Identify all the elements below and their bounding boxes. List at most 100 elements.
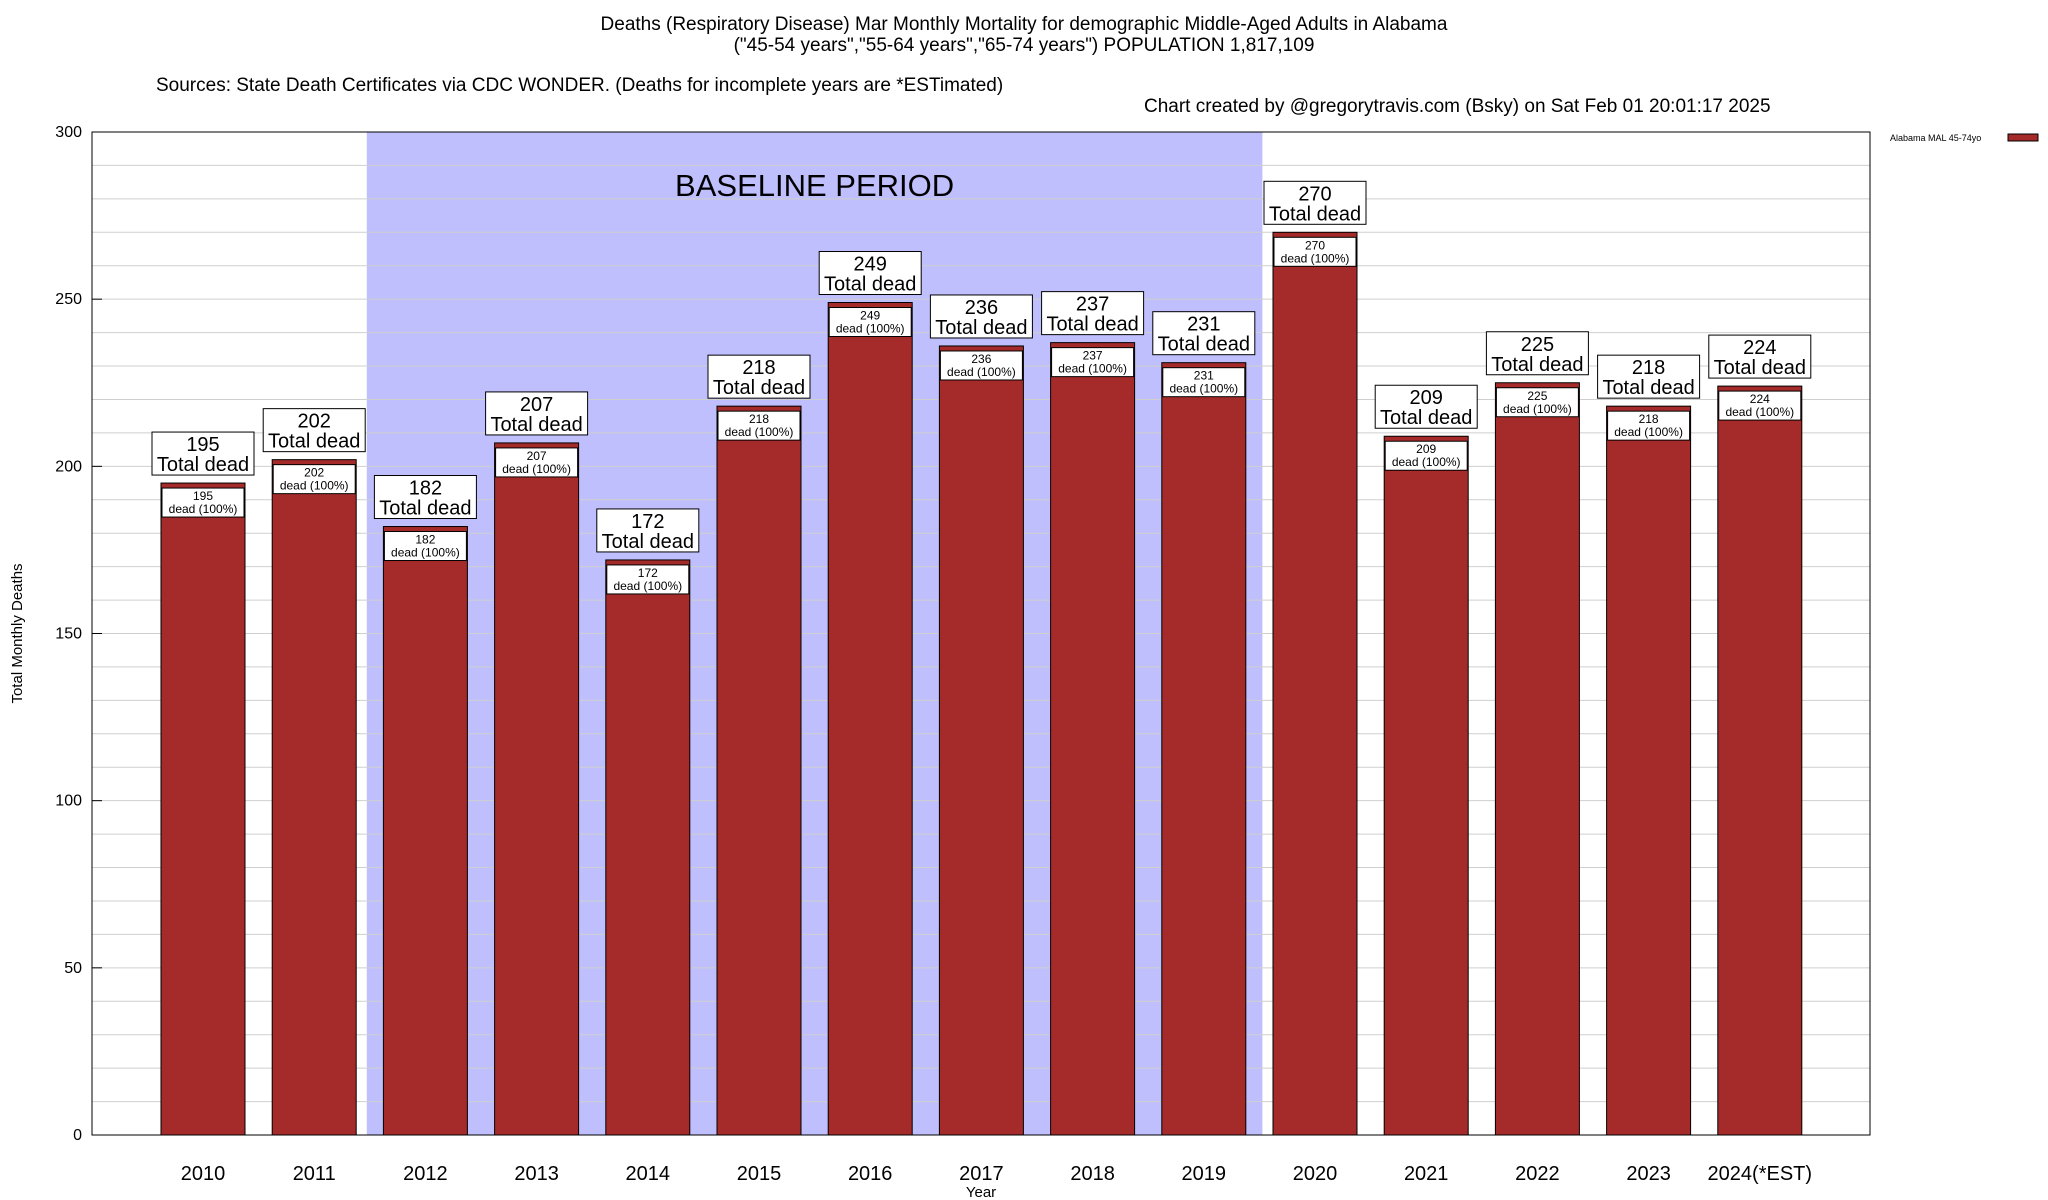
top-label-suffix: Total dead — [1602, 377, 1694, 399]
x-tick-label: 2024(*EST) — [1708, 1163, 1813, 1185]
y-tick-label: 300 — [55, 124, 82, 141]
x-tick-label: 2022 — [1515, 1163, 1560, 1185]
top-label-value: 195 — [186, 434, 219, 456]
chart-title: Deaths (Respiratory Disease) Mar Monthly… — [600, 14, 1448, 35]
top-label-suffix: Total dead — [824, 274, 916, 296]
bars-layer — [160, 231, 1803, 1136]
inner-label-box — [495, 447, 579, 478]
top-label-value: 225 — [1521, 334, 1554, 356]
inner-label-value: 249 — [860, 309, 880, 323]
x-tick-label: 2018 — [1070, 1163, 1115, 1185]
bar — [1161, 362, 1247, 1136]
bar — [1383, 435, 1469, 1136]
top-label-suffix: Total dead — [602, 531, 694, 553]
x-tick-label: 2019 — [1182, 1163, 1227, 1185]
x-tick-label: 2015 — [737, 1163, 782, 1185]
inner-label-box — [272, 464, 356, 495]
top-label-box — [707, 354, 811, 399]
top-label-box — [1374, 384, 1478, 429]
inner-label-value: 231 — [1194, 369, 1214, 383]
top-label-value: 209 — [1410, 387, 1443, 409]
top-label-value: 218 — [742, 357, 775, 379]
inner-label-suffix: dead (100%) — [502, 462, 571, 476]
top-label-value: 237 — [1076, 294, 1109, 316]
inner-label-box — [1607, 410, 1691, 441]
inner-label-suffix: dead (100%) — [280, 479, 349, 493]
bar — [382, 526, 468, 1136]
top-label-value: 249 — [854, 254, 887, 276]
legend-swatch — [2007, 133, 2039, 142]
top-label-suffix: Total dead — [268, 431, 360, 453]
bar — [160, 482, 246, 1136]
bar — [716, 405, 802, 1136]
baseline-label: BASELINE PERIOD — [675, 168, 954, 203]
top-label-suffix: Total dead — [490, 414, 582, 436]
x-tick-label: 2011 — [293, 1163, 336, 1185]
inner-label-suffix: dead (100%) — [391, 546, 460, 560]
inner-label-value: 202 — [304, 466, 324, 480]
top-label-box — [151, 431, 255, 476]
inner-label-value: 207 — [527, 449, 547, 463]
top-label-suffix: Total dead — [1380, 407, 1472, 429]
top-label-suffix: Total dead — [1714, 357, 1806, 379]
inner-label-suffix: dead (100%) — [613, 579, 682, 593]
top-label-box — [262, 408, 366, 453]
inner-label-value: 236 — [971, 352, 991, 366]
inner-label-value: 172 — [638, 566, 658, 580]
axis-layer: 0 50 100 150 200 250 300 Total Monthly Deaths Ye… — [9, 124, 1812, 1200]
bar — [605, 559, 691, 1136]
top-label-value: 224 — [1743, 337, 1776, 359]
inner-label-suffix: dead (100%) — [1503, 402, 1572, 416]
top-label-suffix: Total dead — [1046, 314, 1138, 336]
top-label-box — [485, 391, 589, 436]
top-label-box — [929, 294, 1033, 339]
inner-label-box — [383, 531, 467, 562]
top-label-value: 172 — [631, 511, 664, 533]
y-tick-label: 50 — [64, 960, 82, 977]
bar — [494, 442, 580, 1136]
inner-label-box — [1718, 390, 1802, 421]
top-label-box — [818, 251, 922, 296]
top-label-value: 270 — [1298, 183, 1331, 205]
inner-label-suffix: dead (100%) — [1392, 455, 1461, 469]
top-label-value: 236 — [965, 297, 998, 319]
x-tick-label: 2012 — [403, 1163, 448, 1185]
inner-label-box — [1273, 236, 1357, 267]
top-label-suffix: Total dead — [379, 498, 471, 520]
inner-label-suffix: dead (100%) — [836, 322, 905, 336]
x-tick-label: 2010 — [181, 1163, 226, 1185]
top-label-box — [1152, 311, 1256, 356]
bar — [1494, 382, 1580, 1136]
y-tick-label: 100 — [55, 793, 82, 810]
inner-label-suffix: dead (100%) — [725, 425, 794, 439]
inner-label-value: 225 — [1527, 389, 1547, 403]
top-label-box — [1263, 180, 1367, 225]
top-label-value: 218 — [1632, 357, 1665, 379]
inner-label-box — [1051, 347, 1135, 378]
bar — [1272, 231, 1358, 1136]
top-label-value: 202 — [298, 411, 331, 433]
top-label-suffix: Total dead — [1269, 203, 1361, 225]
inner-label-value: 237 — [1083, 349, 1103, 363]
inner-label-box — [1495, 387, 1579, 418]
inner-label-suffix: dead (100%) — [1614, 425, 1683, 439]
top-label-box — [1485, 331, 1589, 376]
inner-label-suffix: dead (100%) — [1725, 405, 1794, 419]
inner-label-suffix: dead (100%) — [947, 365, 1016, 379]
y-tick-label: 200 — [55, 458, 82, 475]
y-tick-label: 0 — [73, 1127, 82, 1144]
chart-source-row: Sources: State Death Certificates via CD… — [0, 54, 2048, 117]
y-axis-label: Total Monthly Deaths — [9, 563, 26, 703]
y-tick-label: 250 — [55, 291, 82, 308]
x-tick-label: 2020 — [1293, 1163, 1338, 1185]
x-tick-label: 2021 — [1404, 1163, 1449, 1185]
top-label-suffix: Total dead — [713, 377, 805, 399]
inner-label-value: 218 — [1639, 412, 1659, 426]
chart-title-block: Deaths (Respiratory Disease) Mar Monthly… — [0, 14, 2048, 56]
bar — [827, 302, 913, 1136]
inner-label-box — [939, 350, 1023, 381]
inner-label-suffix: dead (100%) — [1169, 382, 1238, 396]
inner-label-value: 270 — [1305, 238, 1325, 252]
y-tick-label: 150 — [55, 626, 82, 643]
